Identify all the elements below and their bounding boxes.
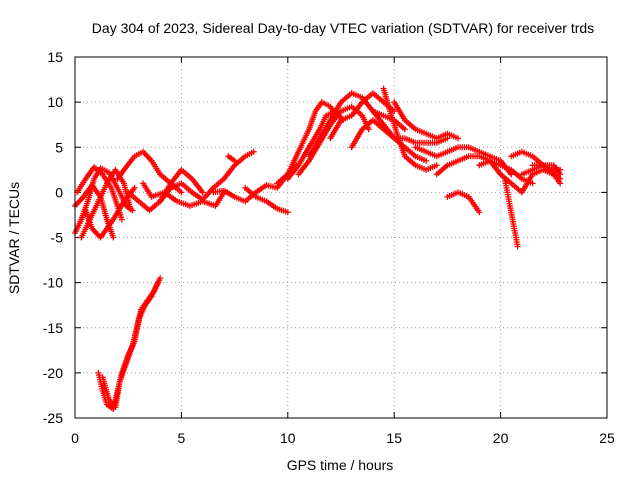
series-arc-k bbox=[225, 153, 238, 164]
series-arc-q bbox=[327, 90, 398, 142]
x-tick-label: 10 bbox=[280, 430, 296, 446]
series-arc-h bbox=[140, 180, 227, 209]
series-arc-f bbox=[114, 148, 185, 196]
data-point bbox=[423, 157, 430, 164]
y-tick-label: 0 bbox=[55, 184, 63, 200]
y-tick-label: -20 bbox=[43, 365, 63, 381]
x-tick-label: 20 bbox=[493, 430, 509, 446]
x-axis-label: GPS time / hours bbox=[287, 457, 394, 473]
data-point bbox=[178, 189, 185, 196]
x-tick-label: 0 bbox=[71, 430, 79, 446]
data-point bbox=[284, 209, 291, 216]
y-axis-label: SDTVAR / TECUs bbox=[6, 182, 22, 294]
x-tick-label: 5 bbox=[178, 430, 186, 446]
data-point bbox=[118, 216, 125, 223]
chart-title: Day 304 of 2023, Sidereal Day-to-day VTE… bbox=[92, 20, 594, 36]
plot-frame bbox=[74, 56, 608, 419]
data-point bbox=[557, 171, 564, 178]
y-tick-label: 10 bbox=[47, 94, 63, 110]
series-arc-u bbox=[391, 99, 462, 142]
tick-labels: 0 5 10 15 20 25 -25 -20 -15 -10 -5 0 5 10 15 bbox=[43, 49, 615, 446]
series-arc-ae bbox=[99, 279, 161, 411]
y-tick-label: -15 bbox=[43, 320, 63, 336]
series-arc-x bbox=[444, 189, 483, 216]
y-tick-label: 5 bbox=[55, 139, 63, 155]
series-arc-l bbox=[242, 184, 291, 216]
data-point bbox=[231, 157, 238, 164]
y-tick-label: -5 bbox=[51, 230, 64, 246]
x-tick-label: 25 bbox=[599, 430, 615, 446]
data-point bbox=[154, 279, 161, 286]
data-point bbox=[131, 184, 138, 191]
y-tick-label: -10 bbox=[43, 275, 63, 291]
data-point bbox=[110, 234, 117, 241]
series-arc-b bbox=[72, 182, 117, 241]
y-tick-label: -25 bbox=[43, 410, 63, 426]
series-arc-t bbox=[380, 85, 440, 173]
data-point bbox=[455, 135, 462, 142]
data-point bbox=[157, 275, 164, 282]
data-point bbox=[529, 180, 536, 187]
series-arc-i bbox=[157, 148, 257, 205]
data-point bbox=[476, 209, 483, 216]
data-marks bbox=[72, 85, 564, 412]
data-point bbox=[514, 243, 521, 250]
data-point bbox=[127, 205, 134, 212]
data-point bbox=[401, 126, 408, 133]
data-point bbox=[250, 148, 257, 155]
y-tick-label: 15 bbox=[47, 49, 63, 65]
data-point bbox=[433, 162, 440, 169]
x-tick-label: 15 bbox=[386, 430, 402, 446]
data-point bbox=[199, 189, 206, 196]
series-arc-ac bbox=[518, 162, 564, 178]
series-arc-z bbox=[501, 175, 521, 250]
data-point bbox=[365, 126, 372, 133]
